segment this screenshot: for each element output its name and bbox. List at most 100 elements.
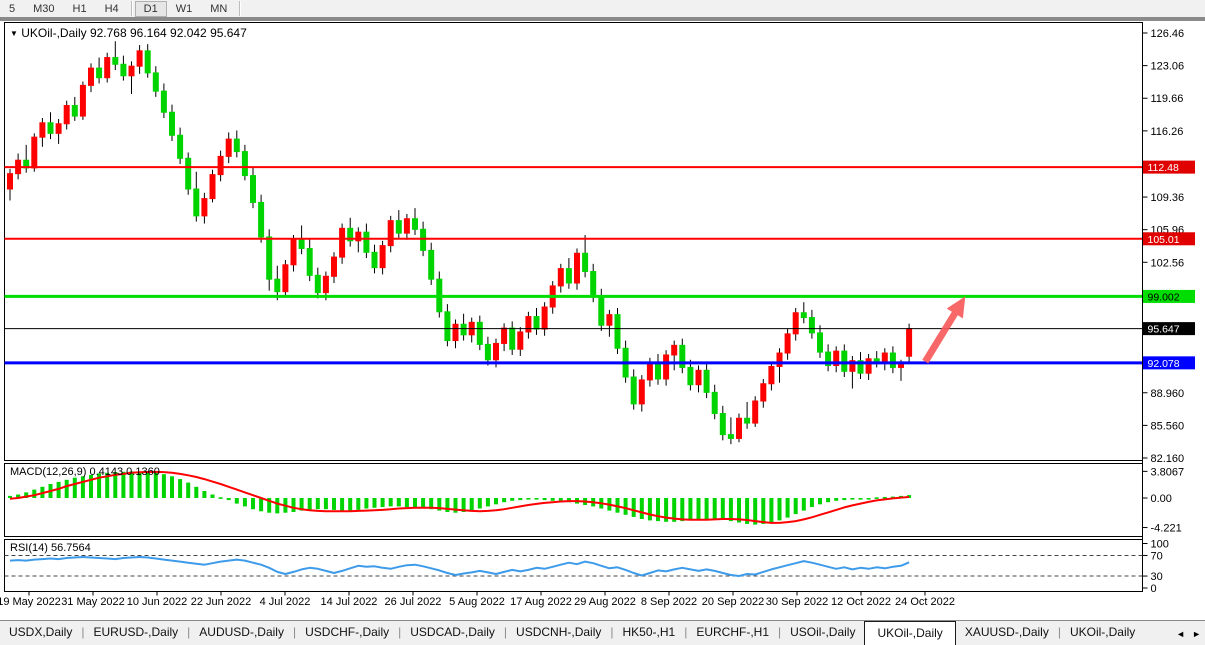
chart-tab[interactable]: AUDUSD-,Daily	[199, 625, 284, 639]
candle-down	[233, 138, 240, 153]
chart-title: ▼ UKOil-,Daily 92.768 96.164 92.042 95.6…	[10, 26, 247, 40]
macd-histogram-bar	[291, 498, 296, 512]
candle-down	[817, 332, 823, 353]
macd-histogram-bar	[32, 489, 37, 498]
macd-histogram-bar	[186, 482, 191, 498]
window-edge-band	[0, 17, 1205, 21]
macd-histogram-bar	[494, 498, 498, 505]
macd-histogram-bar	[24, 492, 29, 498]
macd-histogram-bar	[858, 498, 863, 500]
macd-histogram-bar	[113, 472, 118, 498]
candle-down	[112, 57, 119, 65]
candle-up	[501, 327, 508, 344]
candle-down	[71, 105, 78, 117]
macd-histogram-bar	[477, 498, 482, 509]
candle-up	[282, 264, 289, 293]
candle-up	[209, 174, 216, 200]
macd-axis-label: 3.8067	[1151, 466, 1185, 478]
macd-histogram-bar	[89, 474, 93, 498]
chart-tab[interactable]: EURUSD-,Daily	[93, 625, 179, 639]
symbol-dropdown-icon[interactable]: ▼	[10, 29, 18, 38]
macd-histogram-bar	[510, 498, 515, 501]
tab-scroll-left-icon[interactable]: ◄	[1176, 628, 1186, 639]
timeframe-button-w1[interactable]: W1	[175, 2, 193, 15]
macd-histogram-bar	[785, 498, 790, 518]
x-axis-date-label: 26 Jul 2022	[385, 596, 442, 608]
candle-down	[420, 228, 427, 251]
chart-tab-active[interactable]: UKOil-,Daily	[864, 621, 956, 645]
macd-histogram-bar	[737, 498, 741, 523]
candle-down	[444, 311, 451, 342]
rsi-panel[interactable]	[4, 539, 1143, 592]
main-chart-panel[interactable]	[4, 22, 1143, 461]
macd-histogram	[8, 471, 912, 525]
macd-histogram-bar	[218, 497, 223, 499]
macd-histogram-bar	[534, 498, 539, 500]
tab-separator: |	[187, 625, 191, 639]
chart-tab[interactable]: USDCAD-,Daily	[410, 625, 495, 639]
price-marker-label: 112.48	[1148, 162, 1179, 174]
tab-separator: |	[398, 625, 402, 639]
macd-panel[interactable]	[4, 463, 1143, 537]
macd-histogram-bar	[631, 498, 636, 517]
candle-down	[533, 316, 540, 330]
macd-histogram-bar	[404, 498, 409, 508]
macd-histogram-bar	[526, 498, 531, 500]
candle-up	[557, 268, 564, 287]
macd-axis-label: 0.00	[1151, 493, 1172, 505]
chart-tab[interactable]: UKOil-,Daily	[1069, 625, 1136, 639]
macd-histogram-bar	[907, 495, 912, 498]
price-marker-label: 105.01	[1148, 234, 1180, 246]
timeframe-button-h4[interactable]: H4	[104, 2, 119, 15]
candle-up	[379, 245, 386, 269]
candle-up	[201, 198, 208, 217]
macd-histogram-bar	[445, 498, 450, 512]
macd-histogram-bar	[210, 494, 215, 498]
y-axis-tick-label: 123.06	[1151, 61, 1185, 73]
chart-tab[interactable]: HK50-,H1	[622, 625, 676, 639]
macd-histogram-bar	[129, 471, 134, 498]
x-axis-date-label: 19 May 2022	[0, 596, 61, 608]
timeframe-button-h1[interactable]: H1	[72, 2, 87, 15]
candle-up	[752, 400, 759, 424]
chart-tab[interactable]: USDX,Daily	[9, 625, 73, 639]
chart-tab[interactable]: USDCNH-,Daily	[516, 625, 602, 639]
macd-histogram-bar	[485, 498, 490, 507]
timeframe-button-d1[interactable]: D1	[134, 0, 167, 17]
candle-down	[598, 295, 605, 326]
candle-up	[55, 123, 62, 134]
candle-up	[525, 316, 532, 333]
timeframe-button-5[interactable]: 5	[9, 2, 16, 15]
x-axis-date-label: 20 Sep 2022	[702, 596, 764, 608]
macd-histogram-bar	[623, 498, 628, 515]
candle-down	[582, 252, 589, 272]
macd-histogram-bar	[105, 472, 110, 498]
macd-histogram-bar	[469, 498, 474, 511]
chart-tab[interactable]: XAUUSD-,Daily	[964, 625, 1049, 639]
macd-histogram-bar	[8, 495, 12, 498]
candle-up	[784, 333, 791, 354]
candle-down	[169, 111, 175, 136]
candle-up	[606, 314, 613, 326]
chart-tab[interactable]: EURCHF-,H1	[696, 625, 769, 639]
x-axis-date-label: 17 Aug 2022	[510, 596, 572, 608]
candle-up	[31, 136, 38, 169]
macd-histogram-bar	[421, 498, 426, 509]
y-axis-tick-label: 109.36	[1151, 192, 1185, 204]
macd-histogram-bar	[704, 498, 709, 519]
candle-up	[776, 352, 783, 367]
chart-tab[interactable]: USOil-,Daily	[790, 625, 856, 639]
macd-histogram-bar	[842, 498, 847, 501]
macd-histogram-bar	[745, 498, 750, 524]
timeframe-button-mn[interactable]: MN	[210, 2, 228, 15]
candle-up	[833, 350, 840, 367]
trend-arrow-annotation[interactable]	[922, 296, 966, 364]
macd-histogram-bar	[664, 498, 669, 522]
chart-tab[interactable]: USDCHF-,Daily	[305, 625, 390, 639]
x-axis-date-label: 29 Aug 2022	[574, 596, 636, 608]
timeframe-button-m30[interactable]: M30	[33, 2, 55, 15]
candle-up	[128, 65, 135, 77]
tab-scroll-right-icon[interactable]: ►	[1192, 628, 1201, 639]
macd-label: MACD(12,26,9) 0.4143 0.1360	[10, 466, 160, 478]
